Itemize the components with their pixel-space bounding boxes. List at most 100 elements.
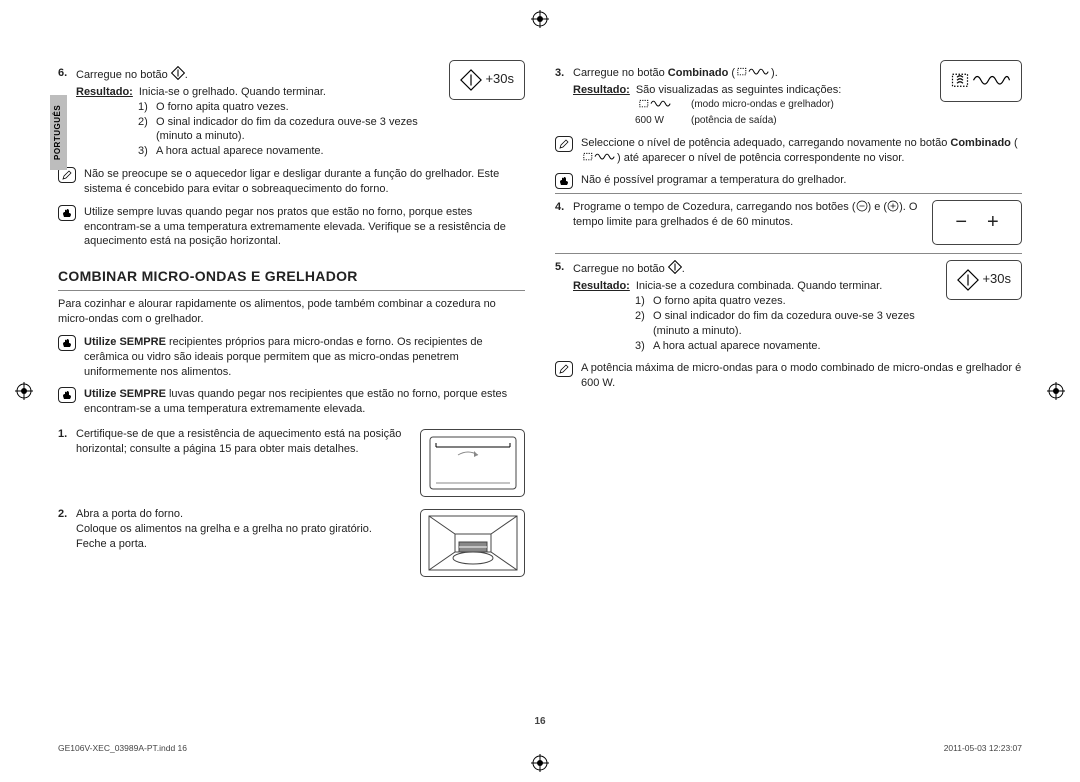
right-column: 3. Carregue no botão Combinado (). Resul… <box>555 60 1022 577</box>
note-paren: ( <box>1011 137 1018 149</box>
oven-interior-figure <box>420 509 525 577</box>
step-4-num: 4. <box>555 200 573 230</box>
note-text-pre: Seleccione o nível de potência adequado,… <box>581 137 950 149</box>
crop-mark-top <box>531 10 549 28</box>
note-text: Não se preocupe se o aquecedor ligar e d… <box>84 167 525 197</box>
note-paren2: ) até aparecer o nível de potência corre… <box>617 152 904 164</box>
step-3-paren: ( <box>728 67 735 79</box>
note-no-temp: Não é possível programar a temperatura d… <box>555 173 1022 189</box>
start-diamond-icon <box>668 260 682 274</box>
section-divider <box>58 290 525 291</box>
step-2a: Abra a porta do forno. <box>76 507 412 522</box>
combi-mode-icon <box>735 66 771 78</box>
step-6-text: Carregue no botão <box>76 69 171 81</box>
mode-label: (modo micro-ondas e grelhador) <box>691 98 834 115</box>
start-diamond-icon <box>171 66 185 80</box>
combi-mode-icon <box>951 69 1011 93</box>
combi-mode-icon-box <box>940 60 1022 102</box>
note-text: Utilize sempre luvas quando pegar nos pr… <box>84 205 525 250</box>
plus-icon: + <box>987 209 999 236</box>
note-max-power: A potência máxima de micro-ondas para o … <box>555 361 1022 391</box>
combi-mode-icon <box>635 98 681 115</box>
note-text: A potência máxima de micro-ondas para o … <box>581 361 1022 391</box>
sub-text: O sinal indicador do fim da cozedura ouv… <box>653 309 938 339</box>
callout-bold: Utilize SEMPRE <box>84 336 166 348</box>
sub-text: O forno apita quatro vezes. <box>156 100 289 115</box>
start-30s-icon-box: +30s <box>449 60 525 100</box>
crop-mark-left <box>15 382 33 400</box>
step-3: 3. Carregue no botão Combinado (). Resul… <box>555 66 932 128</box>
result-label: Resultado: <box>573 83 630 98</box>
language-tab: PORTUGUÊS <box>50 95 67 170</box>
start-diamond-icon <box>460 69 482 91</box>
step-1-text: Certifique-se de que a resistência de aq… <box>76 427 412 457</box>
note-hand-icon <box>58 335 76 351</box>
step-4a: Programe o tempo de Cozedura, carregando… <box>573 201 856 213</box>
sub-idx: 2) <box>635 309 653 339</box>
step-2b: Coloque os alimentos na grelha e a grelh… <box>76 522 412 537</box>
page-content: +30s 6. Carregue no botão . Resultado: I… <box>0 0 1080 617</box>
minus-icon: − <box>955 209 967 236</box>
result-text: Inicia-se a cozedura combinada. Quando t… <box>636 279 939 294</box>
step-3-num: 3. <box>555 66 573 128</box>
divider <box>555 253 1022 254</box>
step-3-bold: Combinado <box>668 67 729 79</box>
sub-idx: 1) <box>138 100 156 115</box>
divider <box>555 193 1022 194</box>
sub-text: O forno apita quatro vezes. <box>653 294 786 309</box>
sub-idx: 3) <box>635 339 653 354</box>
sub-idx: 3) <box>138 144 156 159</box>
note-text-bold: Combinado <box>950 137 1011 149</box>
result-text: São visualizadas as seguintes indicações… <box>636 83 932 98</box>
step-5: 5. Carregue no botão . Resultado: Inicia… <box>555 260 938 353</box>
step-1: 1. Certifique-se de que a resistência de… <box>58 427 412 457</box>
step-4: 4. Programe o tempo de Cozedura, carrega… <box>555 200 924 230</box>
note-hand-icon <box>58 205 76 221</box>
result-label: Resultado: <box>76 85 133 100</box>
callout-dishes: Utilize SEMPRE recipientes próprios para… <box>58 335 525 380</box>
sub-text: A hora actual aparece novamente. <box>156 144 324 159</box>
step-4b: ) e ( <box>868 201 888 213</box>
note-power-level: Seleccione o nível de potência adequado,… <box>555 136 1022 166</box>
step-5-num: 5. <box>555 260 573 353</box>
sub-idx: 2) <box>138 115 156 145</box>
sub-text: O sinal indicador do fim da cozedura ouv… <box>156 115 441 145</box>
step-2: 2. Abra a porta do forno. Coloque os ali… <box>58 507 412 552</box>
note-pencil-icon <box>555 136 573 152</box>
combi-mode-icon <box>581 151 617 163</box>
left-column: +30s 6. Carregue no botão . Resultado: I… <box>58 60 525 577</box>
sub-idx: 1) <box>635 294 653 309</box>
minus-plus-icon-box: − + <box>932 200 1022 245</box>
section-title: COMBINAR MICRO-ONDAS E GRELHADOR <box>58 267 525 286</box>
footer-date: 2011-05-03 12:23:07 <box>944 743 1022 754</box>
mode-power: 600 W <box>635 114 681 128</box>
sub-text: A hora actual aparece novamente. <box>653 339 821 354</box>
step-2-num: 2. <box>58 507 76 552</box>
start-30s-label: +30s <box>982 271 1011 286</box>
result-label: Resultado: <box>573 279 630 294</box>
result-text: Inicia-se o grelhado. Quando terminar. <box>139 85 442 100</box>
section-intro: Para cozinhar e alourar rapidamente os a… <box>58 297 525 327</box>
page-footer: 16 GE106V-XEC_03989A-PT.indd 16 2011-05-… <box>58 715 1022 754</box>
note-text: Não é possível programar a temperatura d… <box>581 173 1022 189</box>
step-2c: Feche a porta. <box>76 537 412 552</box>
heating-element-figure <box>420 429 525 497</box>
minus-circle-icon <box>856 200 868 212</box>
note-hand-icon <box>58 387 76 403</box>
step-3-paren2: ). <box>771 67 778 79</box>
crop-mark-right <box>1047 382 1065 400</box>
step-3-pre: Carregue no botão <box>573 67 668 79</box>
callout-gloves: Utilize SEMPRE luvas quando pegar nos re… <box>58 387 525 417</box>
mode-label: (potência de saída) <box>691 114 777 128</box>
note-hand-icon <box>555 173 573 189</box>
step-1-num: 1. <box>58 427 76 457</box>
plus-circle-icon <box>887 200 899 212</box>
start-diamond-icon <box>957 269 979 291</box>
page-number: 16 <box>58 715 1022 729</box>
step-6: 6. Carregue no botão . Resultado: Inicia… <box>58 66 441 159</box>
start-30s-icon-box: +30s <box>946 260 1022 300</box>
step-5-text: Carregue no botão <box>573 263 668 275</box>
note-overheat: Não se preocupe se o aquecedor ligar e d… <box>58 167 525 197</box>
note-pencil-icon <box>555 361 573 377</box>
start-30s-label: +30s <box>485 71 514 86</box>
